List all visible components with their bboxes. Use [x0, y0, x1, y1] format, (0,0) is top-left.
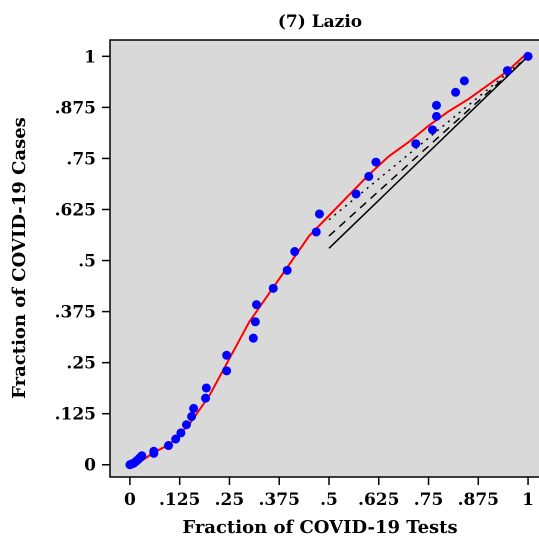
- plot-area: [109, 39, 539, 478]
- x-tick-label: .25: [215, 490, 245, 510]
- data-point: [431, 111, 441, 121]
- data-point: [187, 412, 197, 422]
- x-tick-label: .125: [159, 490, 200, 510]
- reference-line-dashed: [328, 55, 529, 237]
- data-point: [222, 366, 232, 376]
- x-tick-label: .625: [358, 490, 399, 510]
- x-tick-label: .875: [458, 490, 499, 510]
- chart-title: (7) Lazio: [278, 12, 362, 32]
- y-tick-label: .125: [55, 405, 96, 425]
- data-point: [428, 125, 437, 135]
- data-point: [149, 446, 159, 456]
- x-axis-label: Fraction of COVID-19 Tests: [182, 517, 457, 538]
- y-axis-label: Fraction of COVID-19 Cases: [9, 117, 30, 399]
- data-point: [137, 451, 147, 461]
- y-tick-label: .375: [55, 303, 96, 323]
- data-point: [189, 403, 199, 413]
- data-point: [176, 428, 186, 438]
- data-point: [248, 333, 258, 343]
- x-tick-label: .75: [414, 490, 444, 510]
- data-point: [314, 209, 324, 219]
- y-tick-label: .5: [78, 252, 96, 272]
- data-point: [268, 283, 278, 293]
- y-tick-label: .25: [66, 354, 96, 374]
- reference-line-solid: [328, 55, 529, 249]
- data-point: [164, 441, 174, 451]
- x-tick-label: 1: [522, 490, 534, 510]
- x-axis: 0 .125 .25 .375 .5 .625 .75 .875 1: [124, 477, 534, 510]
- data-point: [411, 139, 421, 149]
- data-point: [181, 420, 191, 430]
- y-tick-label: 1: [84, 47, 96, 67]
- data-point: [201, 393, 211, 403]
- x-tick-label: .375: [259, 490, 300, 510]
- x-tick-label: .5: [320, 490, 338, 510]
- data-point: [431, 100, 441, 110]
- data-point: [502, 66, 512, 76]
- data-point: [290, 247, 300, 257]
- data-point: [371, 157, 381, 167]
- y-tick-label: .875: [55, 98, 96, 118]
- data-point: [351, 189, 361, 199]
- y-tick-label: .75: [66, 149, 96, 169]
- data-point: [201, 383, 211, 393]
- data-points: [125, 51, 533, 470]
- data-point: [523, 51, 533, 61]
- data-point: [282, 265, 292, 275]
- data-point: [171, 434, 181, 444]
- data-point: [451, 87, 461, 97]
- data-point: [311, 227, 321, 237]
- data-point: [250, 317, 260, 327]
- reference-line-dotted: [328, 55, 529, 221]
- data-point: [364, 171, 374, 181]
- x-tick-label: 0: [124, 490, 136, 510]
- y-tick-label: .625: [55, 200, 96, 220]
- data-point: [222, 350, 232, 360]
- y-axis: 0 .125 .25 .375 .5 .625 .75 .875 1: [55, 47, 110, 476]
- data-point: [459, 76, 469, 86]
- reference-lines: [328, 55, 529, 249]
- data-point: [252, 300, 262, 310]
- y-tick-label: 0: [84, 456, 96, 476]
